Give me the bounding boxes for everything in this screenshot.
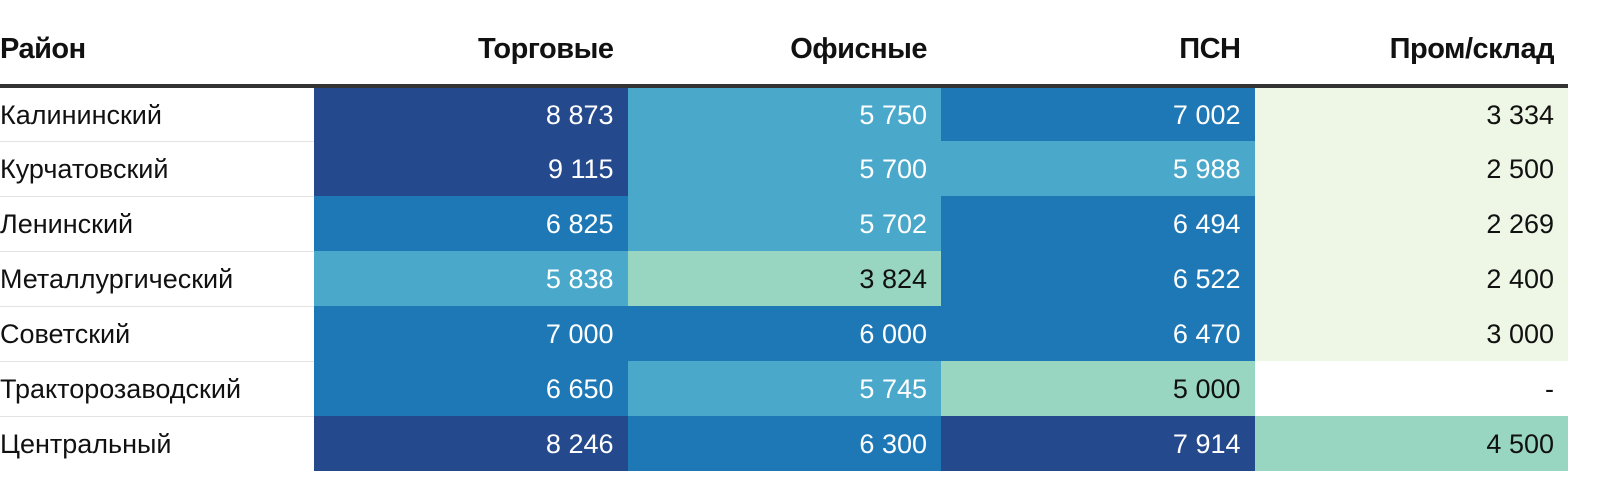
heatmap-cell-office: 6 000 bbox=[627, 306, 941, 361]
heatmap-cell-office: 5 702 bbox=[627, 196, 941, 251]
table-row: Металлургический 5 838 3 824 6 522 2 400 bbox=[0, 251, 1568, 307]
heatmap-cell-retail: 6 825 bbox=[314, 196, 628, 251]
table-row: Тракторозаводский 6 650 5 745 5 000- bbox=[0, 361, 1568, 417]
heatmap-cell-industrial: 3 000 bbox=[1254, 306, 1568, 361]
header-row: Район Торговые Офисные ПСН Пром/склад bbox=[0, 0, 1568, 88]
column-header-industrial: Пром/склад bbox=[1254, 0, 1568, 88]
table-row: Советский 7 000 6 000 6 470 3 000 bbox=[0, 306, 1568, 362]
district-name: Калининский bbox=[0, 86, 314, 142]
table-body: Калининский 8 873 5 750 7 002 3 334 Курчатовс… bbox=[0, 86, 1568, 471]
heatmap-cell-psn: 5 000 bbox=[941, 361, 1255, 416]
heatmap-cell-retail: 8 246 bbox=[314, 416, 628, 471]
table-row: Курчатовский 9 115 5 700 5 988 2 500 bbox=[0, 141, 1568, 197]
district-name: Советский bbox=[0, 306, 314, 362]
heatmap-cell-retail: 7 000 bbox=[314, 306, 628, 361]
table-row: Калининский 8 873 5 750 7 002 3 334 bbox=[0, 86, 1568, 142]
column-header-district: Район bbox=[0, 0, 314, 88]
heatmap-cell-industrial: 2 269 bbox=[1254, 196, 1568, 251]
heatmap-cell-industrial: 3 334 bbox=[1254, 86, 1568, 141]
heatmap-cell-psn: 6 522 bbox=[941, 251, 1255, 306]
column-header-office: Офисные bbox=[627, 0, 941, 88]
heatmap-cell-industrial: 2 500 bbox=[1254, 141, 1568, 196]
heatmap-cell-retail: 6 650 bbox=[314, 361, 628, 416]
heatmap-cell-psn: 7 914 bbox=[941, 416, 1255, 471]
heatmap-cell-industrial: 2 400 bbox=[1254, 251, 1568, 306]
heatmap-cell-psn: 5 988 bbox=[941, 141, 1255, 196]
heatmap-cell-industrial: - bbox=[1254, 361, 1568, 416]
heatmap-table-container: Район Торговые Офисные ПСН Пром/склад Ка… bbox=[0, 0, 1568, 471]
heatmap-cell-office: 5 700 bbox=[627, 141, 941, 196]
heatmap-cell-industrial: 4 500 bbox=[1254, 416, 1568, 471]
heatmap-cell-retail: 5 838 bbox=[314, 251, 628, 306]
heatmap-cell-psn: 6 494 bbox=[941, 196, 1255, 251]
heatmap-cell-psn: 6 470 bbox=[941, 306, 1255, 361]
table-header: Район Торговые Офисные ПСН Пром/склад bbox=[0, 0, 1568, 88]
heatmap-cell-retail: 8 873 bbox=[314, 86, 628, 141]
column-header-psn: ПСН bbox=[941, 0, 1255, 88]
heatmap-cell-office: 5 745 bbox=[627, 361, 941, 416]
heatmap-cell-office: 5 750 bbox=[627, 86, 941, 141]
heatmap-cell-retail: 9 115 bbox=[314, 141, 628, 196]
heatmap-cell-office: 3 824 bbox=[627, 251, 941, 306]
district-name: Ленинский bbox=[0, 196, 314, 252]
district-name: Тракторозаводский bbox=[0, 361, 314, 417]
heatmap-table: Район Торговые Офисные ПСН Пром/склад Ка… bbox=[0, 0, 1568, 471]
column-header-retail: Торговые bbox=[314, 0, 628, 88]
table-row: Ленинский 6 825 5 702 6 494 2 269 bbox=[0, 196, 1568, 252]
heatmap-cell-psn: 7 002 bbox=[941, 86, 1255, 141]
heatmap-cell-office: 6 300 bbox=[627, 416, 941, 471]
district-name: Курчатовский bbox=[0, 141, 314, 197]
district-name: Металлургический bbox=[0, 251, 314, 307]
district-name: Центральный bbox=[0, 416, 314, 471]
table-row: Центральный 8 246 6 300 7 914 4 500 bbox=[0, 416, 1568, 471]
